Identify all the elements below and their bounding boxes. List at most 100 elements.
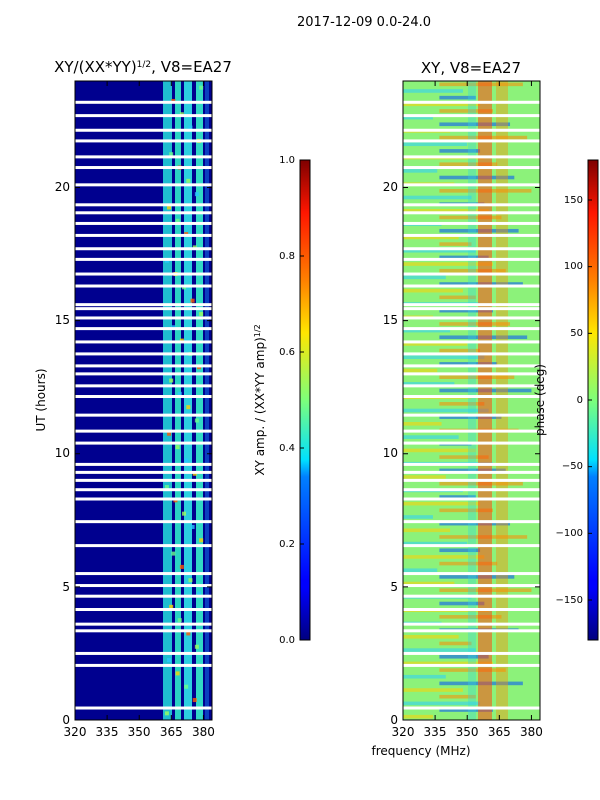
amplitude-cell-30 bbox=[199, 311, 204, 316]
amplitude-cell-15 bbox=[182, 511, 187, 516]
amplitude-cell-42 bbox=[169, 152, 174, 157]
phase-cell-64 bbox=[403, 288, 463, 293]
phase-gap-12 bbox=[403, 488, 540, 492]
phase-cell-71 bbox=[439, 242, 472, 246]
phase-gap-3 bbox=[403, 629, 540, 633]
phase-xlabel: frequency (MHz) bbox=[371, 744, 470, 758]
amplitude-gap-18 bbox=[75, 413, 212, 417]
phase-gap-15 bbox=[403, 462, 540, 466]
amplitude-cell-4 bbox=[167, 658, 172, 663]
amplitude-cell-7 bbox=[177, 618, 182, 623]
phase-cell-12 bbox=[403, 634, 459, 639]
amplitude-cell-40 bbox=[186, 178, 191, 183]
phase-cell-78 bbox=[403, 195, 472, 200]
amplitude-gap-27 bbox=[75, 307, 212, 311]
phase-cell-91 bbox=[439, 109, 493, 113]
phase-cell-45 bbox=[439, 415, 502, 419]
phase-xtick-380: 380 bbox=[520, 725, 543, 739]
phase-xtick-365: 365 bbox=[488, 725, 511, 739]
amplitude-flagged-gaps bbox=[75, 100, 212, 710]
phase-cell-47 bbox=[439, 402, 485, 406]
phase-xtick-335: 335 bbox=[424, 725, 447, 739]
phase-heatmap bbox=[403, 81, 540, 720]
amplitude-gap-7 bbox=[75, 584, 212, 588]
phase-gap-6 bbox=[403, 594, 540, 598]
amplitude-gap-26 bbox=[75, 316, 212, 320]
amplitude-gap-2 bbox=[75, 651, 212, 655]
amplitude-xtick-320: 320 bbox=[64, 725, 87, 739]
amplitude-gap-42 bbox=[75, 114, 212, 118]
phase-cell-11 bbox=[439, 641, 472, 646]
amplitude-gap-35 bbox=[75, 211, 212, 215]
phase-background bbox=[403, 81, 540, 720]
amplitude-cell-19 bbox=[184, 458, 189, 463]
amplitude-gap-1 bbox=[75, 663, 212, 667]
phase-cell-21 bbox=[439, 575, 515, 579]
phase-gap-40 bbox=[403, 139, 540, 143]
phase-cell-76 bbox=[403, 208, 489, 213]
phase-cell-58 bbox=[403, 328, 451, 333]
amplitude-ytick-5: 5 bbox=[62, 580, 70, 594]
phase-cell-23 bbox=[439, 561, 498, 566]
amplitude-gap-32 bbox=[75, 247, 212, 251]
amplitude-gap-14 bbox=[75, 470, 212, 474]
phase-gap-43 bbox=[403, 100, 540, 104]
amplitude-colorbar-ticks bbox=[300, 159, 304, 641]
amplitude-ytick-0: 0 bbox=[62, 713, 70, 727]
amplitude-gap-21 bbox=[75, 372, 212, 376]
phase-cell-32 bbox=[403, 501, 481, 506]
phase-gap-9 bbox=[403, 544, 540, 548]
amplitude-band-3 bbox=[184, 81, 192, 720]
amplitude-gap-4 bbox=[75, 622, 212, 626]
amplitude-gap-22 bbox=[75, 364, 212, 368]
phase-gap-19 bbox=[403, 395, 540, 399]
phase-cell-90 bbox=[403, 115, 433, 120]
amplitude-cell-17 bbox=[164, 485, 169, 490]
phase-gap-21 bbox=[403, 372, 540, 376]
phase-gap-25 bbox=[403, 327, 540, 331]
amplitude-ytick-20: 20 bbox=[55, 180, 70, 194]
amplitude-cell-31 bbox=[190, 298, 195, 303]
phase-cell-20 bbox=[403, 581, 455, 586]
phase-ytick-0: 0 bbox=[390, 713, 398, 727]
amplitude-cell-10 bbox=[188, 578, 193, 583]
amplitude-cell-0 bbox=[164, 711, 169, 716]
amplitude-ytick-10: 10 bbox=[55, 446, 70, 460]
phase-cell-8 bbox=[403, 661, 493, 666]
phase-red-band-2 bbox=[496, 81, 508, 720]
phase-gap-39 bbox=[403, 155, 540, 159]
phase-cell-3 bbox=[439, 694, 476, 699]
amplitude-title-exponent: 1/2 bbox=[137, 60, 151, 70]
amplitude-cell-44 bbox=[188, 125, 193, 130]
phase-cell-46 bbox=[403, 408, 489, 413]
amplitude-cell-12 bbox=[171, 551, 176, 556]
phase-gap-30 bbox=[403, 272, 540, 276]
phase-colorbar-tick-0: 0 bbox=[577, 395, 583, 406]
amplitude-cell-20 bbox=[175, 445, 180, 450]
amplitude-cell-25 bbox=[169, 378, 174, 383]
amplitude-colorbar-tick-0.2: 0.2 bbox=[279, 539, 295, 550]
phase-ytick-15: 15 bbox=[383, 313, 398, 327]
phase-cell-83 bbox=[439, 162, 498, 167]
phase-cell-25 bbox=[439, 548, 481, 553]
amplitude-colorbar-label-main: XY amp. / (XX*YY amp) bbox=[253, 337, 267, 475]
amplitude-cell-11 bbox=[179, 564, 184, 569]
phase-gap-28 bbox=[403, 303, 540, 307]
phase-cyan-band bbox=[468, 81, 476, 720]
phase-cell-30 bbox=[403, 515, 433, 519]
amplitude-gap-6 bbox=[75, 594, 212, 598]
amplitude-gap-24 bbox=[75, 340, 212, 344]
amplitude-gap-39 bbox=[75, 155, 212, 159]
phase-cell-61 bbox=[439, 308, 493, 313]
phase-cell-89 bbox=[439, 122, 511, 127]
phase-gap-1 bbox=[403, 663, 540, 667]
phase-ytick-10: 10 bbox=[383, 446, 398, 460]
phase-gap-22 bbox=[403, 364, 540, 368]
phase-cell-63 bbox=[439, 295, 476, 300]
amplitude-gap-11 bbox=[75, 497, 212, 501]
phase-cell-92 bbox=[403, 102, 481, 107]
phase-cell-2 bbox=[403, 701, 481, 706]
phase-cell-40 bbox=[403, 448, 476, 453]
amplitude-axis-ticks bbox=[74, 81, 212, 721]
phase-gap-16 bbox=[403, 441, 540, 445]
